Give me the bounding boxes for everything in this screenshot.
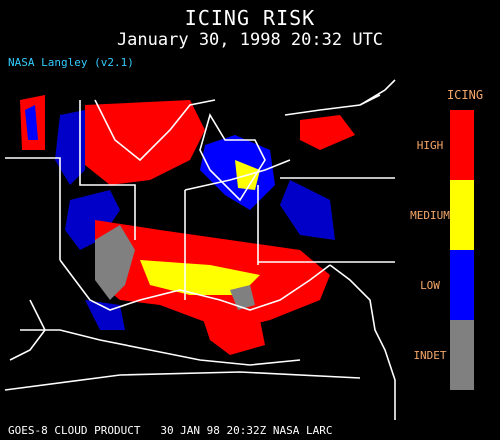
boundary-west-state bbox=[5, 157, 61, 260]
boundary-lake-ontario bbox=[284, 94, 381, 116]
region-high-north bbox=[85, 100, 205, 185]
boundary-west-edge bbox=[9, 299, 46, 361]
legend-label-low: LOW bbox=[420, 279, 440, 292]
boundary-south-curve bbox=[20, 329, 301, 366]
region-low-north bbox=[55, 110, 85, 185]
legend-label-medium: MEDIUM bbox=[410, 209, 450, 222]
boundary-lake-michigan bbox=[94, 99, 216, 162]
map-title: ICING RISK bbox=[184, 6, 316, 30]
footer-caption: GOES-8 CLOUD PRODUCT 30 JAN 98 20:32Z NA… bbox=[8, 424, 333, 437]
icing-regions bbox=[20, 95, 355, 355]
legend-label-indet: INDET bbox=[413, 349, 447, 362]
boundaries bbox=[4, 79, 396, 420]
region-high-northeast bbox=[300, 115, 355, 150]
legend-title: ICING bbox=[446, 88, 484, 102]
boundary-coast bbox=[329, 264, 396, 420]
legend-swatch-high bbox=[450, 110, 474, 180]
legend-swatch-medium bbox=[450, 180, 474, 250]
region-low-west-edge bbox=[25, 105, 38, 140]
region-low-west bbox=[65, 190, 120, 250]
region-low-southwest bbox=[85, 300, 125, 330]
region-indet-south bbox=[230, 285, 255, 310]
legend-swatch-indet bbox=[450, 320, 474, 390]
region-medium-central bbox=[140, 260, 260, 295]
boundary-lake-erie bbox=[184, 159, 291, 191]
boundary-river bbox=[59, 259, 331, 311]
legend-swatch-low bbox=[450, 250, 474, 320]
map-subtitle: January 30, 1998 20:32 UTC bbox=[116, 30, 384, 50]
boundary-lake-huron bbox=[199, 113, 266, 202]
region-high-south bbox=[200, 310, 265, 355]
boundary-far-south bbox=[4, 371, 361, 391]
legend-label-high: HIGH bbox=[416, 139, 444, 152]
version-label: NASA Langley (v2.1) bbox=[8, 56, 134, 69]
region-indet-west bbox=[95, 225, 135, 300]
boundary-north-lake-shore bbox=[79, 100, 136, 240]
boundary-northeast-coast bbox=[359, 79, 396, 106]
region-low-east bbox=[280, 180, 335, 240]
